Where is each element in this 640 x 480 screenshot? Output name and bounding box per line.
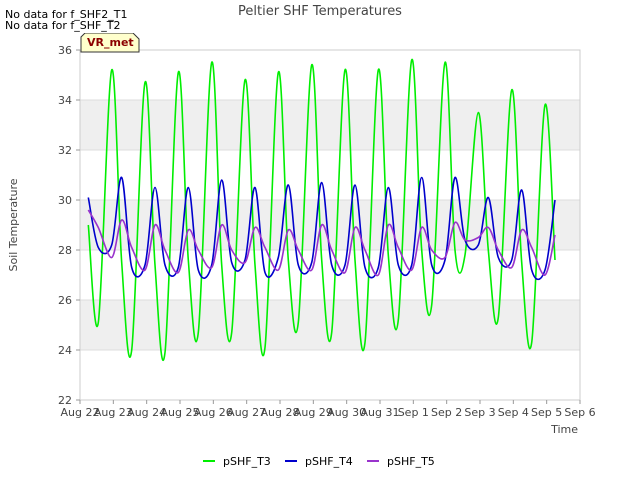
y-axis-label: Soil Temperature	[7, 178, 20, 271]
x-tick-label: Aug 28	[261, 406, 300, 419]
y-tick-label: 22	[58, 394, 72, 407]
x-tick-label: Aug 22	[61, 406, 100, 419]
legend-label: pSHF_T5	[387, 455, 435, 468]
x-tick-label: Aug 27	[227, 406, 266, 419]
x-tick-label: Sep 6	[564, 406, 595, 419]
no-data-message-1: No data for f_SHF2_T1	[5, 8, 128, 21]
grid-band	[80, 200, 580, 250]
legend: pSHF_T3 pSHF_T4 pSHF_T5	[203, 455, 435, 468]
y-tick-label: 34	[58, 94, 72, 107]
x-tick-label: Aug 24	[127, 406, 166, 419]
x-tick-label: Sep 1	[398, 406, 429, 419]
legend-label: pSHF_T4	[305, 455, 353, 468]
x-tick-label: Aug 31	[361, 406, 400, 419]
y-tick-label: 26	[58, 294, 72, 307]
legend-label: pSHF_T3	[223, 455, 271, 468]
series-line-pSHF_T3	[87, 59, 556, 362]
plot-frame	[79, 49, 581, 401]
chart-title: Peltier SHF Temperatures	[238, 4, 402, 19]
vr-met-badge: VR_met	[80, 32, 142, 57]
x-tick-label: Aug 26	[194, 406, 233, 419]
vr-met-label: VR_met	[87, 36, 134, 49]
y-tick-label: 36	[58, 44, 72, 57]
y-tick-label: 24	[58, 344, 72, 357]
series-line-pSHF_T5	[87, 209, 556, 277]
x-tick-label: Aug 23	[94, 406, 133, 419]
x-tick-label: Aug 29	[294, 406, 333, 419]
grid-band	[80, 100, 580, 150]
x-tick-label: Sep 2	[431, 406, 462, 419]
no-data-message-2: No data for f_SHF_T2	[5, 19, 121, 32]
series-line-pSHF_T4	[87, 176, 556, 281]
x-axis-label: Time	[550, 423, 578, 436]
x-tick-label: Sep 5	[531, 406, 562, 419]
x-tick-label: Sep 3	[464, 406, 495, 419]
y-tick-label: 32	[58, 144, 72, 157]
x-tick-label: Aug 30	[327, 406, 366, 419]
y-tick-label: 30	[58, 194, 72, 207]
y-tick-label: 28	[58, 244, 72, 257]
grid-band	[80, 300, 580, 350]
x-tick-label: Sep 4	[498, 406, 529, 419]
x-tick-label: Aug 25	[161, 406, 200, 419]
